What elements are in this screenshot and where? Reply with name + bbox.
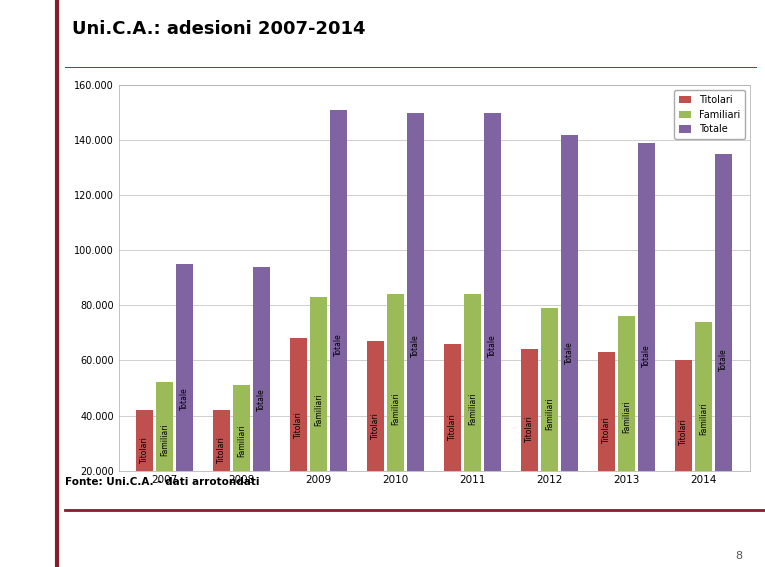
Bar (521, 349, 538, 526)
Text: Fonte: Uni.C.A. - dati arrotondati: Fonte: Uni.C.A. - dati arrotondati (65, 477, 259, 488)
Text: Titolari: Titolari (525, 415, 534, 442)
Bar (233, 385, 250, 526)
Text: Totale: Totale (719, 348, 728, 371)
Bar (618, 316, 635, 526)
Bar (330, 110, 347, 526)
Text: Titolari: Titolari (602, 416, 611, 443)
Text: Totale: Totale (488, 334, 497, 357)
Bar (695, 322, 712, 526)
Text: Familiari: Familiari (699, 402, 708, 435)
Bar (136, 410, 153, 526)
Legend: Titolari, Familiari, Totale: Titolari, Familiari, Totale (675, 90, 745, 139)
Bar (444, 344, 461, 526)
Bar (598, 352, 615, 526)
Bar (387, 294, 404, 526)
Bar (156, 383, 173, 526)
Bar (638, 143, 655, 526)
Text: Titolari: Titolari (217, 436, 226, 463)
Bar (675, 361, 692, 526)
Text: Titolari: Titolari (295, 411, 303, 438)
Text: Totale: Totale (642, 345, 651, 367)
Text: Familiari: Familiari (622, 400, 631, 433)
Bar (715, 154, 732, 526)
Bar (541, 308, 558, 526)
Text: Familiari: Familiari (468, 392, 477, 425)
Bar (311, 297, 327, 526)
Bar (367, 341, 384, 526)
Text: Familiari: Familiari (545, 397, 554, 430)
Bar (464, 294, 481, 526)
Text: Titolari: Titolari (140, 436, 149, 463)
Text: Totale: Totale (334, 333, 343, 356)
Text: Familiari: Familiari (391, 392, 400, 425)
Bar (484, 113, 501, 526)
Text: Familiari: Familiari (237, 424, 246, 457)
Bar (562, 134, 578, 526)
Text: Titolari: Titolari (679, 418, 688, 446)
Bar (253, 267, 270, 526)
Text: Totale: Totale (257, 388, 266, 411)
Bar (290, 338, 307, 526)
Text: Uni.C.A.: adesioni 2007-2014: Uni.C.A.: adesioni 2007-2014 (72, 20, 366, 38)
Bar (407, 113, 424, 526)
Bar (213, 410, 230, 526)
Text: Familiari: Familiari (160, 424, 169, 456)
Text: Totale: Totale (181, 387, 189, 410)
Text: Titolari: Titolari (448, 413, 457, 439)
Text: 8: 8 (735, 551, 742, 561)
Text: Totale: Totale (565, 342, 574, 365)
Text: Titolari: Titolari (371, 412, 380, 439)
Bar (176, 264, 194, 526)
Text: Familiari: Familiari (314, 393, 323, 426)
Text: Totale: Totale (411, 334, 420, 357)
